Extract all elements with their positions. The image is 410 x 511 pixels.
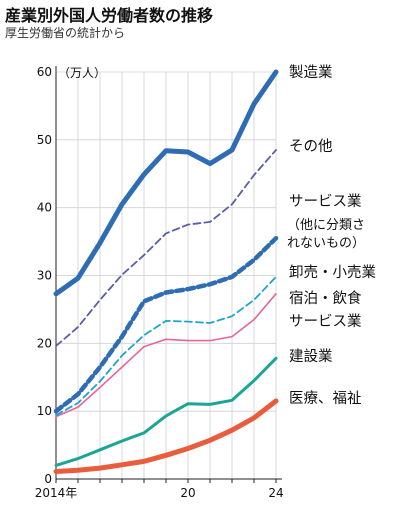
series-note: （他に分類さ	[287, 218, 365, 233]
series-lines	[53, 69, 279, 474]
series-line-7	[53, 398, 279, 474]
series-label-4: 卸売・小売業	[289, 264, 376, 281]
chart-subtitle: 厚生労働省の統計から	[5, 26, 126, 40]
series-label-5: 宿泊・飲食	[289, 290, 362, 307]
series-note: れないもの）	[287, 236, 365, 251]
y-axis-label: （万人）	[58, 66, 106, 80]
gridlines	[55, 71, 277, 479]
y-tick-label: 50	[37, 133, 52, 147]
y-tick-label: 10	[37, 404, 52, 418]
x-tick-label: 24	[268, 486, 283, 500]
series-line-1	[53, 69, 279, 297]
series-label-3: サービス業	[289, 193, 362, 210]
x-tick-label: 20	[180, 486, 195, 500]
axes: 0 10 20 30 40 50 60 2014年 20 24 （万人）	[35, 65, 284, 500]
series-line-4	[55, 275, 277, 417]
series-label-1: 製造業	[289, 64, 333, 81]
x-tick-label: 2014年	[35, 486, 78, 500]
y-tick-label: 30	[37, 269, 52, 283]
series-label-2: その他	[289, 138, 333, 155]
series-line-2	[55, 149, 277, 347]
series-label-5: サービス業	[289, 313, 362, 330]
series-line-5	[55, 292, 277, 418]
y-tick-label: 40	[37, 201, 52, 215]
series-line-6	[54, 356, 278, 467]
y-tick-label: 20	[37, 336, 52, 350]
series-labels: 製造業その他サービス業卸売・小売業宿泊・飲食サービス業建設業医療、福祉（他に分類…	[287, 64, 376, 407]
y-tick-label: 0	[44, 472, 52, 486]
series-label-7: 医療、福祉	[289, 390, 362, 407]
chart-title: 産業別外国人労働者数の推移	[5, 6, 214, 25]
y-tick-label: 60	[37, 65, 52, 79]
series-label-6: 建設業	[289, 348, 333, 365]
series-line-3	[53, 235, 279, 414]
